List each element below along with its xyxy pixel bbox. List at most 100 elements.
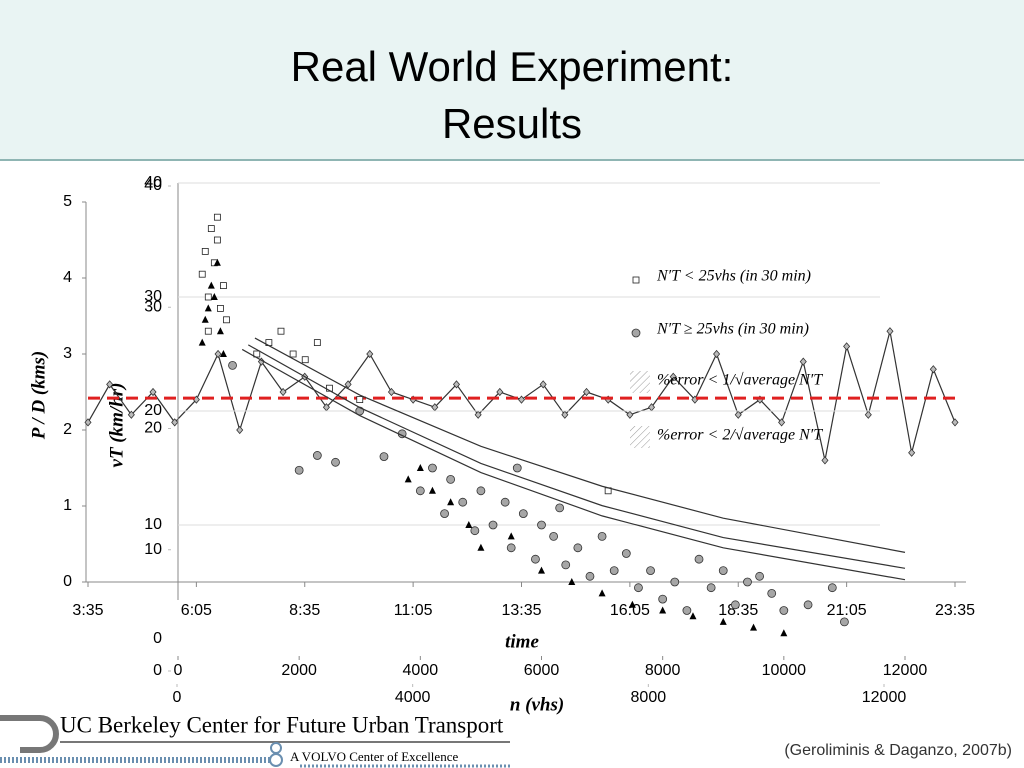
x-tick-label: 18:35 bbox=[718, 602, 758, 619]
point bbox=[886, 327, 894, 336]
x2-tick-label: 12000 bbox=[862, 689, 907, 706]
point-circle bbox=[767, 589, 777, 598]
point-triangle bbox=[204, 304, 212, 312]
x-axis-label: n (vhs) bbox=[510, 694, 564, 715]
fit-curve bbox=[241, 348, 906, 581]
legend-swatch bbox=[630, 426, 650, 448]
y2-tick-label: 0 bbox=[153, 662, 162, 679]
y-tick-label: 20 bbox=[144, 402, 162, 419]
point bbox=[344, 380, 352, 389]
x-tick-label: 16:05 bbox=[610, 602, 650, 619]
point-circle bbox=[755, 571, 764, 581]
point bbox=[214, 349, 222, 359]
point-square bbox=[217, 304, 224, 312]
point-circle bbox=[228, 360, 237, 370]
x-tick-label: 6:05 bbox=[181, 602, 212, 619]
x2-tick-label: 0 bbox=[173, 689, 182, 706]
point-circle bbox=[531, 554, 540, 564]
y-tick-label: 0 bbox=[153, 630, 162, 647]
point bbox=[127, 410, 135, 419]
point-triangle bbox=[628, 600, 636, 608]
point-triangle bbox=[507, 532, 515, 540]
point bbox=[713, 349, 721, 359]
point-circle bbox=[470, 526, 480, 536]
point-triangle bbox=[538, 566, 545, 574]
title-line: Results bbox=[442, 100, 582, 147]
point bbox=[799, 357, 807, 366]
point-circle bbox=[827, 583, 837, 593]
point bbox=[929, 365, 937, 374]
point-square bbox=[289, 350, 297, 358]
point bbox=[279, 387, 287, 397]
point-circle bbox=[506, 543, 516, 553]
x2-tick-label: 4000 bbox=[395, 689, 431, 706]
x-tick-label: 10000 bbox=[762, 662, 807, 679]
point-circle bbox=[779, 606, 789, 615]
point bbox=[171, 418, 179, 427]
point bbox=[517, 395, 526, 404]
point-square bbox=[356, 396, 364, 404]
point-triangle bbox=[198, 338, 206, 346]
point-circle bbox=[415, 486, 425, 496]
point-triangle bbox=[404, 475, 412, 483]
point-circle bbox=[670, 577, 680, 587]
point bbox=[626, 410, 634, 419]
y-tick-label: 40 bbox=[144, 174, 162, 191]
point-triangle bbox=[598, 589, 606, 597]
point-square bbox=[213, 236, 221, 244]
point bbox=[452, 380, 461, 389]
point-square bbox=[201, 247, 209, 255]
y-tick-label: 10 bbox=[144, 516, 162, 533]
point bbox=[84, 418, 92, 427]
x-tick-label: 6000 bbox=[524, 662, 560, 679]
point-circle bbox=[440, 509, 449, 518]
point-triangle bbox=[201, 315, 209, 323]
point-circle bbox=[446, 474, 456, 484]
point bbox=[821, 456, 829, 465]
point-circle bbox=[555, 503, 565, 513]
y-tick-label: 2 bbox=[63, 421, 72, 438]
x-tick-label: 4000 bbox=[403, 662, 439, 679]
point-circle bbox=[694, 554, 704, 564]
x-tick-label: 13:35 bbox=[501, 602, 541, 619]
legend-label: N′T ≥ 25vhs (in 30 min) bbox=[656, 321, 809, 338]
point bbox=[864, 410, 872, 419]
point-triangle bbox=[780, 629, 788, 637]
point-circle bbox=[706, 583, 716, 593]
point-square bbox=[313, 339, 321, 347]
legend-label: N′T < 25vhs (in 30 min) bbox=[656, 268, 811, 285]
x-tick-label: 12000 bbox=[883, 662, 928, 679]
point-triangle bbox=[219, 350, 227, 357]
point-square bbox=[213, 213, 221, 221]
point-triangle bbox=[750, 623, 758, 631]
legend-label: %error < 2/√average N′T bbox=[657, 427, 823, 444]
point-triangle bbox=[216, 327, 224, 335]
logo-mark bbox=[270, 742, 282, 754]
point-square bbox=[301, 356, 309, 364]
point-triangle bbox=[210, 293, 218, 300]
x-tick-label: 0 bbox=[174, 662, 183, 679]
point-square bbox=[207, 225, 215, 233]
point-triangle bbox=[213, 258, 221, 266]
point-circle bbox=[634, 583, 643, 593]
point-square bbox=[220, 282, 227, 290]
point-circle bbox=[312, 451, 322, 460]
point bbox=[734, 410, 742, 419]
point-circle bbox=[743, 577, 752, 587]
point-circle bbox=[549, 532, 559, 541]
y-tick-label: 3 bbox=[63, 345, 72, 362]
point-circle bbox=[331, 457, 340, 467]
point-circle bbox=[537, 520, 546, 530]
point bbox=[669, 372, 677, 381]
point bbox=[366, 349, 374, 359]
legend-swatch bbox=[630, 371, 650, 393]
point bbox=[149, 387, 157, 397]
point-circle bbox=[646, 566, 655, 575]
point-triangle bbox=[689, 612, 697, 620]
point-circle bbox=[718, 566, 728, 575]
point-circle bbox=[573, 543, 583, 553]
point-circle bbox=[682, 606, 692, 615]
point-circle bbox=[585, 571, 595, 581]
point-square bbox=[198, 270, 206, 278]
